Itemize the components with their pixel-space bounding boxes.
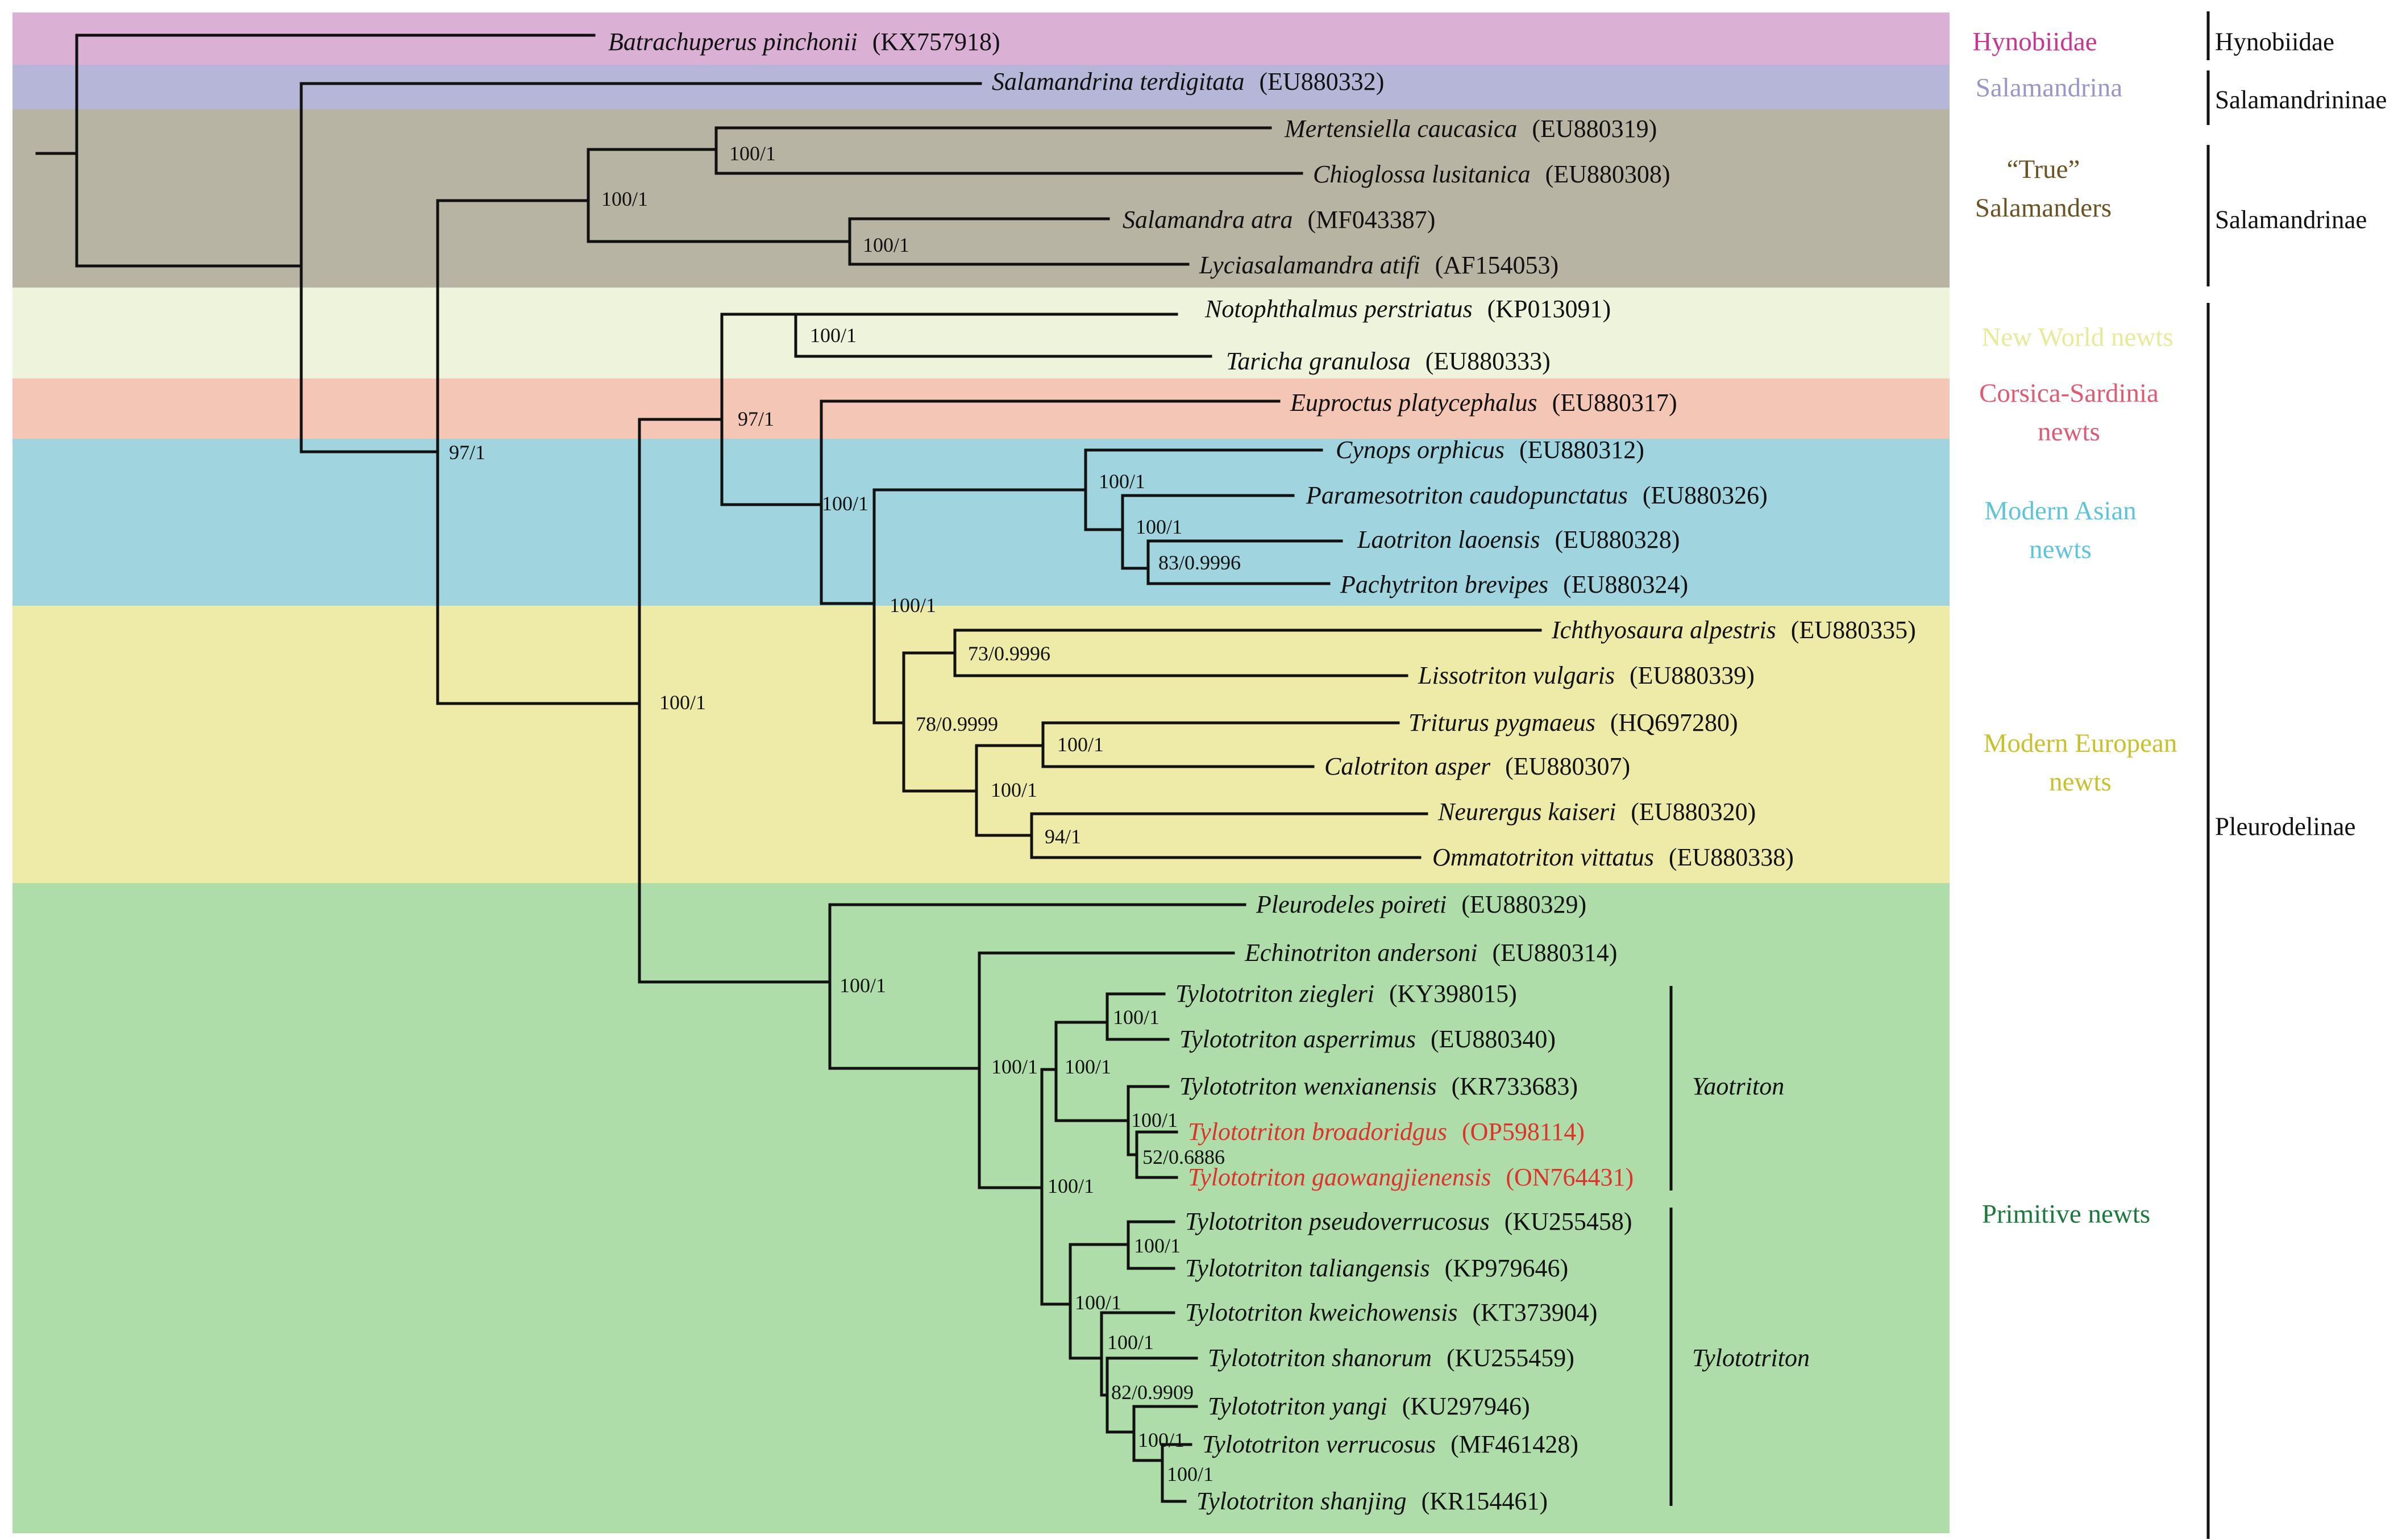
support-value: 94/1 <box>1045 825 1082 848</box>
support-value: 82/0.9909 <box>1111 1381 1194 1404</box>
tip-label: Calotriton asper (EU880307) <box>1324 752 1631 780</box>
group-label-hynobiidae: Hynobiidae <box>1972 27 2097 57</box>
genus-label-tylototriton: Tylototriton <box>1692 1344 1810 1372</box>
band-new-world-newts <box>13 288 1950 378</box>
support-value: 100/1 <box>810 324 857 347</box>
tip-label: Paramesotriton caudopunctatus (EU880326) <box>1306 481 1768 509</box>
tip-label: Tylototriton shanorum (KU255459) <box>1208 1344 1574 1372</box>
band-primitive-newts <box>13 883 1950 1533</box>
support-value: 100/1 <box>839 974 887 997</box>
tip-label: Tylototriton taliangensis (KP979646) <box>1185 1254 1569 1282</box>
support-value: 100/1 <box>822 492 869 515</box>
group-label-modern-european-newts: Modern European newts <box>1983 728 2177 797</box>
tip-label: Cynops orphicus (EU880312) <box>1336 436 1644 464</box>
support-value: 100/1 <box>729 142 776 165</box>
band-true-salamanders <box>13 109 1950 288</box>
support-value: 78/0.9999 <box>916 713 999 735</box>
tip-label: Batrachuperus pinchonii (KX757918) <box>608 28 1000 56</box>
support-value: 100/1 <box>1075 1291 1122 1314</box>
support-value: 100/1 <box>1136 515 1183 538</box>
support-value: 100/1 <box>1138 1429 1185 1451</box>
support-value: 100/1 <box>1107 1331 1154 1354</box>
tip-label: Laotriton laoensis (EU880328) <box>1357 526 1680 553</box>
clade-label-hynobiidae: Hynobiidae <box>2215 27 2334 56</box>
clade-label-pleurodelinae: Pleurodelinae <box>2215 812 2356 841</box>
tip-label: Triturus pygmaeus (HQ697280) <box>1408 709 1738 736</box>
tip-label: Neurergus kaiseri (EU880320) <box>1438 798 1756 826</box>
band-corsica-sardinia-newts <box>13 378 1950 439</box>
band-modern-asian-newts <box>13 439 1950 606</box>
tip-label: Tylototriton wenxianensis (KR733683) <box>1179 1072 1578 1100</box>
tip-label-highlight: Tylototriton broadoridgus (OP598114) <box>1188 1118 1585 1146</box>
tip-label: Chioglossa lusitanica (EU880308) <box>1313 160 1670 188</box>
tip-label: Ommatotriton vittatus (EU880338) <box>1432 843 1794 871</box>
support-value: 100/1 <box>601 188 649 210</box>
support-value: 100/1 <box>863 234 910 256</box>
group-label-salamandrina: Salamandrina <box>1975 73 2123 103</box>
support-value: 100/1 <box>1131 1109 1178 1131</box>
tip-label: Salamandrina terdigitata (EU880332) <box>992 68 1385 95</box>
support-value: 100/1 <box>1113 1006 1160 1029</box>
support-value: 97/1 <box>738 407 775 430</box>
tip-label-highlight: Tylototriton gaowangjienensis (ON764431) <box>1188 1163 1634 1191</box>
tip-label: Echinotriton andersoni (EU880314) <box>1245 939 1618 967</box>
tip-label: Taricha granulosa (EU880333) <box>1226 347 1551 375</box>
group-label-true-salamanders: “True” Salamanders <box>1975 154 2112 223</box>
tip-label: Tylototriton shanjing (KR154461) <box>1196 1487 1548 1515</box>
support-value: 73/0.9996 <box>968 642 1051 665</box>
support-value: 83/0.9996 <box>1158 551 1241 574</box>
support-value: 100/1 <box>1065 1055 1112 1078</box>
group-label-primitive-newts: Primitive newts <box>1981 1199 2151 1229</box>
genus-label-yaotriton: Yaotriton <box>1692 1072 1785 1100</box>
support-value: 100/1 <box>991 779 1038 801</box>
tip-label: Salamandra atra (MF043387) <box>1123 206 1436 234</box>
group-label-corsica-sardinia-newts: Corsica-Sardinia newts <box>1979 378 2159 447</box>
support-value: 100/1 <box>1057 733 1104 756</box>
tip-label: Tylototriton asperrimus (EU880340) <box>1179 1025 1556 1053</box>
tip-label: Lyciasalamandra atifi (AF154053) <box>1199 251 1559 279</box>
tip-label: Ichthyosaura alpestris (EU880335) <box>1552 616 1916 644</box>
group-label-new-world-newts: New World newts <box>1981 322 2173 352</box>
band-salamandrina <box>13 65 1950 109</box>
band-hynobiidae <box>13 13 1950 65</box>
clade-label-salamandrininae: Salamandrininae <box>2215 85 2387 114</box>
support-value: 52/0.6886 <box>1142 1146 1225 1168</box>
support-value: 97/1 <box>449 441 486 464</box>
tip-label: Euproctus platycephalus (EU880317) <box>1290 389 1677 417</box>
support-value: 100/1 <box>1167 1463 1214 1485</box>
group-label-modern-asian-newts: Modern Asian newts <box>1984 496 2137 564</box>
support-value: 100/1 <box>1048 1175 1095 1197</box>
tip-label: Tylototriton pseudoverrucosus (KU255458) <box>1185 1208 1632 1235</box>
support-value: 100/1 <box>991 1055 1038 1078</box>
support-value: 100/1 <box>890 594 937 617</box>
tip-label: Mertensiella caucasica (EU880319) <box>1285 115 1657 143</box>
tip-label: Lissotriton vulgaris (EU880339) <box>1418 661 1755 689</box>
tip-label: Tylototriton verrucosus (MF461428) <box>1202 1430 1578 1458</box>
tip-label: Pleurodeles poireti (EU880329) <box>1256 890 1587 918</box>
tip-label: Tylototriton kweichowensis (KT373904) <box>1185 1298 1598 1326</box>
support-value: 100/1 <box>1134 1234 1181 1257</box>
support-value: 100/1 <box>659 691 706 714</box>
tip-label: Tylototriton ziegleri (KY398015) <box>1175 980 1517 1008</box>
tip-label: Tylototriton yangi (KU297946) <box>1208 1392 1530 1420</box>
tip-label: Pachytriton brevipes (EU880324) <box>1340 571 1689 598</box>
support-value: 100/1 <box>1099 470 1146 493</box>
clade-label-salamandrinae: Salamandrinae <box>2215 205 2367 234</box>
tip-label: Notophthalmus perstriatus (KP013091) <box>1205 295 1611 323</box>
